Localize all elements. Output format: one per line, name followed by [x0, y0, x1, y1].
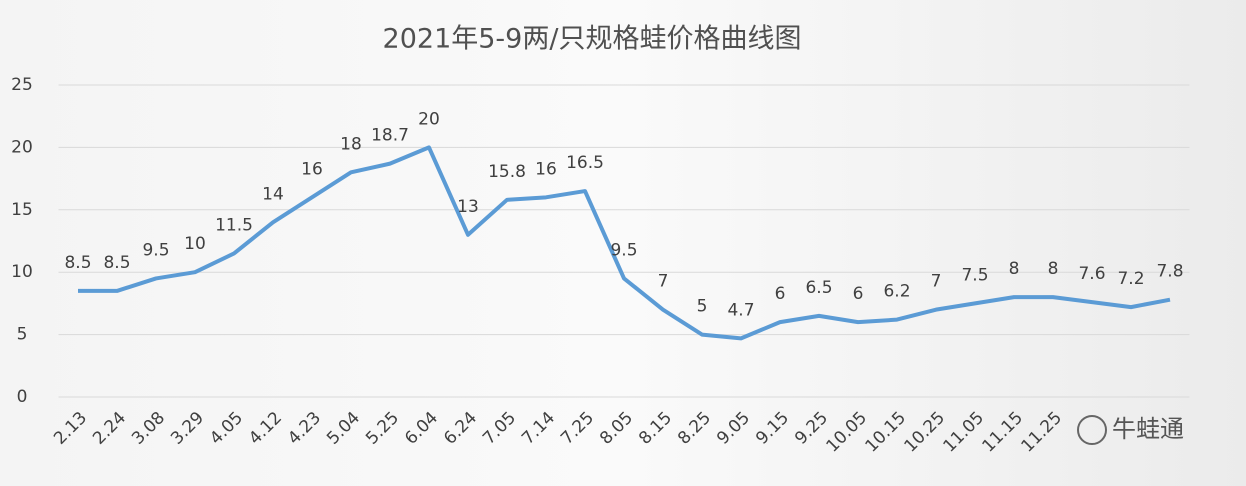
x-tick-label: 8.25	[674, 408, 715, 449]
x-tick-label: 10.15	[862, 408, 911, 457]
data-label: 8.5	[64, 253, 91, 273]
x-tick-label: 7.05	[479, 408, 520, 449]
y-tick-label: 25	[11, 75, 33, 95]
data-label: 15.8	[488, 162, 526, 182]
y-tick-label: 0	[17, 387, 28, 407]
x-tick-label: 6.24	[440, 408, 481, 449]
x-tick-label: 2.24	[89, 408, 130, 449]
data-label: 10	[184, 234, 206, 254]
y-tick-label: 10	[11, 262, 33, 282]
x-tick-label: 10.25	[901, 408, 950, 457]
data-label: 16	[535, 159, 557, 179]
x-tick-label: 4.05	[206, 408, 247, 449]
data-label: 7.2	[1117, 269, 1144, 289]
x-tick-label: 2.13	[50, 408, 91, 449]
x-tick-label: 11.15	[979, 408, 1028, 457]
data-label: 6.2	[883, 282, 910, 302]
y-tick-label: 15	[11, 200, 33, 220]
x-tick-label: 5.04	[323, 408, 364, 449]
data-label: 6	[775, 284, 786, 304]
data-label: 8	[1009, 259, 1020, 279]
data-label: 18.7	[371, 126, 409, 146]
x-tick-label: 3.08	[128, 408, 169, 449]
data-label: 4.7	[727, 300, 754, 320]
y-tick-label: 20	[11, 137, 33, 157]
data-label: 11.5	[215, 215, 253, 235]
data-label: 13	[457, 197, 479, 217]
data-label: 20	[418, 109, 440, 129]
data-line	[78, 145, 1171, 341]
x-tick-label: 9.15	[752, 408, 793, 449]
watermark: 牛蛙通	[1077, 415, 1184, 445]
data-label: 8.5	[103, 253, 130, 273]
x-tick-label: 6.04	[401, 408, 442, 449]
x-tick-label: 11.05	[940, 408, 989, 457]
data-label: 6	[853, 284, 864, 304]
watermark-text: 牛蛙通	[1112, 415, 1184, 443]
data-label: 18	[340, 134, 362, 154]
x-tick-label: 7.14	[518, 408, 559, 449]
data-label: 9.5	[610, 240, 637, 260]
x-tick-label: 7.25	[557, 408, 598, 449]
data-label: 7	[931, 272, 942, 292]
chart-title: 2021年5-9两/只规格蛙价格曲线图	[383, 24, 802, 55]
data-label: 7.8	[1156, 262, 1183, 282]
data-label: 6.5	[805, 278, 832, 298]
x-tick-label: 4.23	[284, 408, 325, 449]
data-label: 8	[1048, 259, 1059, 279]
data-label: 9.5	[142, 240, 169, 260]
data-label: 5	[697, 297, 708, 317]
x-tick-label: 3.29	[167, 408, 208, 449]
data-label: 14	[262, 184, 284, 204]
data-label: 7	[658, 272, 669, 292]
data-label: 16.5	[566, 153, 604, 173]
data-label: 7.5	[961, 265, 988, 285]
x-tick-label: 10.05	[823, 408, 872, 457]
x-tick-label: 11.25	[1018, 408, 1067, 457]
watermark-icon	[1077, 415, 1107, 445]
data-label: 16	[301, 159, 323, 179]
x-tick-label: 8.15	[635, 408, 676, 449]
data-label: 7.6	[1078, 264, 1105, 284]
y-tick-label: 5	[17, 325, 28, 345]
x-tick-label: 5.25	[362, 408, 403, 449]
x-tick-label: 8.05	[596, 408, 637, 449]
x-tick-label: 9.05	[713, 408, 754, 449]
x-tick-label: 4.12	[245, 408, 286, 449]
